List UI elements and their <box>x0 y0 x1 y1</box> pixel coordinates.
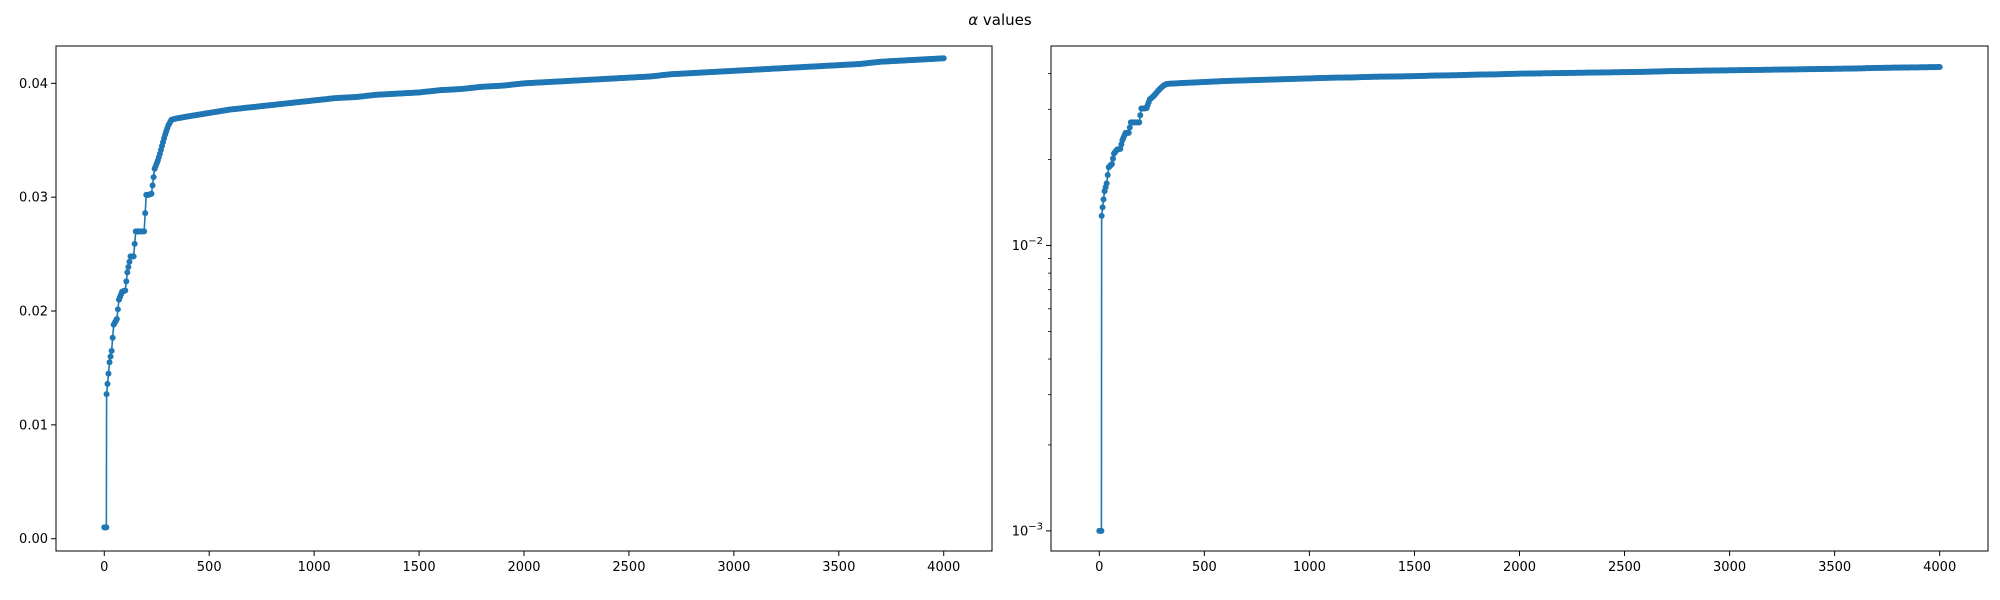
data-point <box>1100 196 1107 203</box>
data-point <box>1137 112 1144 119</box>
x-tick-label: 0 <box>1095 560 1103 575</box>
data-point <box>126 258 133 265</box>
data-point <box>1136 119 1143 126</box>
x-tick-label: 4000 <box>927 560 960 575</box>
data-point <box>107 353 114 360</box>
y-tick-label: 0.01 <box>19 418 48 433</box>
y-tick-label: 10−3 <box>1012 521 1043 539</box>
data-point <box>122 287 129 294</box>
linear-scale-plot: 0 500 1000 1500 2000 2500 3000 3500 4000 0.00 0.01… <box>19 45 993 575</box>
data-point <box>1099 204 1106 211</box>
data-point <box>1108 160 1115 167</box>
data-point <box>103 524 110 531</box>
x-tick-label: 2000 <box>1503 560 1536 575</box>
data-point <box>1117 145 1124 152</box>
data-point <box>131 240 138 247</box>
x-tick-label: 1000 <box>298 560 331 575</box>
x-tick-label: 500 <box>1192 560 1217 575</box>
y-tick-label: 0.00 <box>19 532 48 547</box>
y-tick-label: 0.02 <box>19 305 48 320</box>
x-tick-label: 500 <box>197 560 222 575</box>
series-markers <box>101 55 947 531</box>
x-tick-label: 1500 <box>1398 560 1431 575</box>
y-tick-label: 10−2 <box>1012 236 1043 254</box>
data-point <box>1103 180 1110 187</box>
data-point <box>114 306 121 313</box>
axes-frame <box>55 45 993 552</box>
x-tick-label: 3500 <box>822 560 855 575</box>
x-tick-label: 4000 <box>1923 560 1956 575</box>
data-point <box>1098 212 1105 219</box>
data-point <box>130 253 137 260</box>
data-point <box>141 228 148 235</box>
y-tick-label: 0.04 <box>19 77 48 92</box>
data-point <box>1104 172 1111 179</box>
log-scale-plot: 0 500 1000 1500 2000 2500 3000 3500 4000 10−3 10−2 <box>1012 45 1989 575</box>
x-tick-label: 0 <box>100 560 108 575</box>
figure-title-rest: values <box>978 11 1032 29</box>
data-point <box>113 315 120 322</box>
series-markers <box>1096 64 1943 534</box>
data-point <box>142 210 149 217</box>
data-point <box>1098 527 1105 534</box>
data-point <box>106 359 113 366</box>
data-point <box>105 370 112 377</box>
data-point <box>1126 124 1133 131</box>
data-point <box>124 269 131 276</box>
data-point <box>1109 155 1116 162</box>
x-tick-label: 1000 <box>1293 560 1326 575</box>
x-tick-label: 3000 <box>717 560 750 575</box>
data-point <box>150 174 157 181</box>
figure-title-symbol: α <box>968 11 978 29</box>
data-point <box>1936 64 1943 71</box>
x-tick-label: 2500 <box>1608 560 1641 575</box>
x-tick-label: 3000 <box>1713 560 1746 575</box>
data-point <box>940 55 947 62</box>
data-point <box>104 380 111 387</box>
data-point <box>149 182 156 189</box>
data-point <box>125 264 132 271</box>
data-point <box>108 347 115 354</box>
x-tick-label: 3500 <box>1818 560 1851 575</box>
figure-title: α values <box>968 11 1032 29</box>
data-point <box>148 190 155 197</box>
x-tick-label: 2500 <box>612 560 645 575</box>
x-tick-label: 1500 <box>403 560 436 575</box>
data-point <box>103 391 110 398</box>
data-point <box>109 334 116 341</box>
x-tick-label: 2000 <box>507 560 540 575</box>
data-point <box>123 278 130 285</box>
y-tick-label: 0.03 <box>19 191 48 206</box>
axes-frame <box>1050 45 1989 552</box>
data-point <box>1125 129 1132 136</box>
